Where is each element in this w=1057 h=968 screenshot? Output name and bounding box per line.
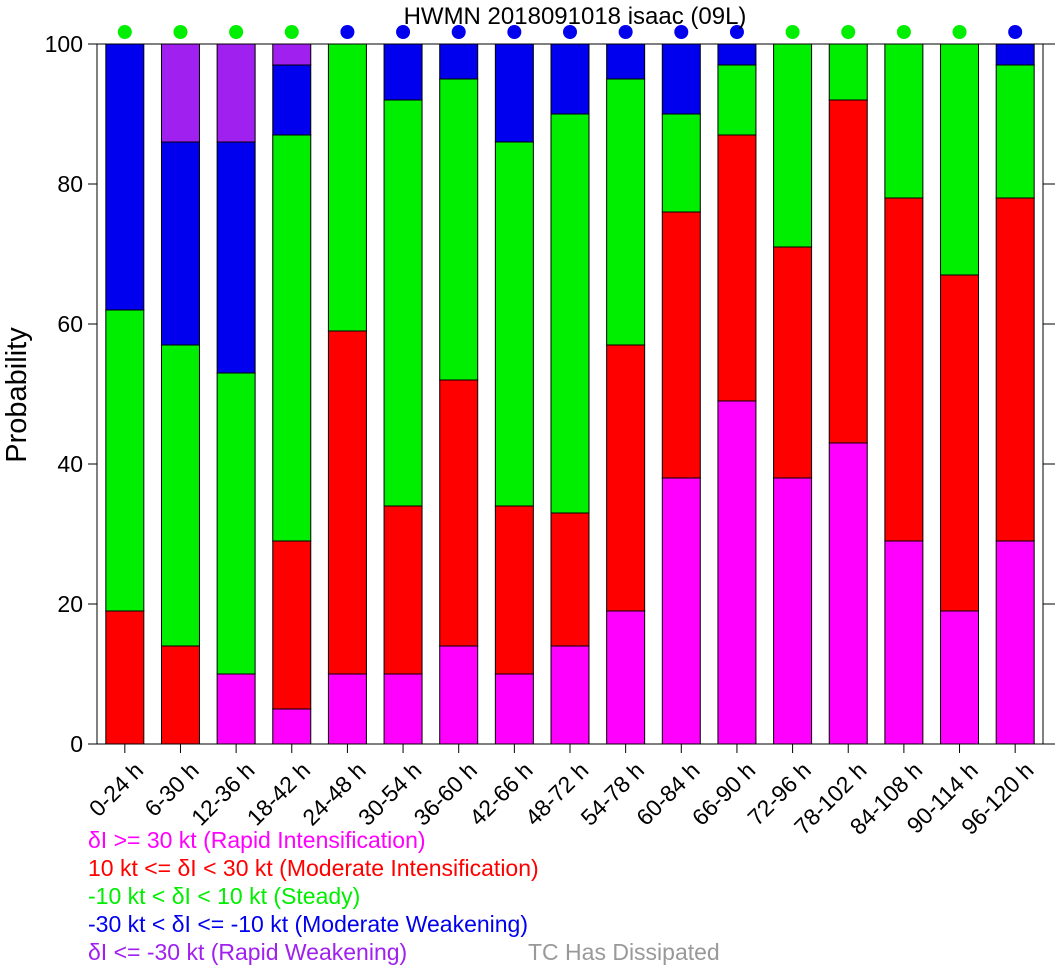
- bar-segment-12-36h-series-2: [216, 372, 256, 675]
- status-marker-66-90h: [729, 25, 744, 39]
- status-marker-18-42h: [284, 25, 299, 39]
- bar-segment-42-66h-series-3: [494, 43, 534, 143]
- y-tick-label: 40: [57, 451, 83, 477]
- bar-segment-36-60h-series-0: [439, 645, 479, 745]
- bars-layer: [105, 43, 1035, 745]
- bar-segment-90-114h-series-1: [940, 274, 980, 612]
- bar-segment-96-120h-series-1: [995, 197, 1035, 542]
- bar-segment-54-78h-series-2: [606, 78, 646, 346]
- bar-segment-48-72h-series-2: [550, 113, 590, 514]
- bar-segment-72-96h-series-2: [773, 43, 813, 248]
- bar-segment-84-108h-series-1: [884, 197, 924, 542]
- bar-segment-54-78h-series-1: [606, 344, 646, 612]
- legend-item-rapid-intensification: δI >= 30 kt (Rapid Intensification): [88, 827, 426, 853]
- bar-segment-90-114h-series-0: [940, 610, 980, 745]
- status-marker-6-30h: [173, 25, 188, 39]
- y-tick-label: 60: [57, 311, 83, 337]
- bar-segment-36-60h-series-1: [439, 379, 479, 647]
- bar-segment-66-90h-series-2: [717, 64, 757, 136]
- y-tick-label: 100: [45, 31, 83, 57]
- bar-segment-66-90h-series-1: [717, 134, 757, 402]
- bar-segment-12-36h-series-0: [216, 673, 256, 745]
- status-marker-24-48h: [340, 25, 355, 39]
- bar-segment-42-66h-series-0: [494, 673, 534, 745]
- bar-segment-96-120h-series-3: [995, 43, 1035, 66]
- bar-segment-66-90h-series-0: [717, 400, 757, 745]
- legend-item-dissipated: TC Has Dissipated: [528, 939, 720, 965]
- bar-segment-30-54h-series-1: [383, 505, 423, 675]
- bar-segment-12-36h-series-4: [216, 43, 256, 143]
- bar-segment-60-84h-series-0: [661, 477, 701, 745]
- bar-segment-48-72h-series-1: [550, 512, 590, 647]
- legend: δI >= 30 kt (Rapid Intensification) 10 k…: [88, 826, 539, 966]
- status-marker-30-54h: [396, 25, 411, 39]
- bar-segment-18-42h-series-1: [272, 540, 312, 710]
- bar-segment-30-54h-series-3: [383, 43, 423, 101]
- bar-segment-54-78h-series-3: [606, 43, 646, 80]
- bar-segment-84-108h-series-2: [884, 43, 924, 199]
- status-marker-48-72h: [563, 25, 577, 39]
- bar-segment-66-90h-series-3: [717, 43, 757, 66]
- status-marker-72-96h: [785, 25, 800, 39]
- bar-segment-18-42h-series-4: [272, 43, 312, 66]
- status-marker-12-36h: [229, 25, 244, 39]
- bar-segment-0-24h-series-1: [105, 610, 145, 745]
- status-marker-90-114h: [952, 25, 967, 39]
- bar-segment-18-42h-series-2: [272, 134, 312, 542]
- bar-segment-24-48h-series-1: [327, 330, 367, 675]
- bar-segment-48-72h-series-3: [550, 43, 590, 115]
- bar-segment-60-84h-series-1: [661, 211, 701, 479]
- x-tick-label: 0-24 h: [84, 757, 149, 822]
- bar-segment-42-66h-series-2: [494, 141, 534, 507]
- legend-item-moderate-intensification: 10 kt <= δI < 30 kt (Moderate Intensific…: [88, 855, 539, 881]
- bar-segment-18-42h-series-3: [272, 64, 312, 136]
- bar-segment-6-30h-series-2: [160, 344, 200, 647]
- bar-segment-78-102h-series-1: [828, 99, 868, 444]
- markers-layer: [117, 25, 1023, 39]
- status-marker-96-120h: [1008, 25, 1023, 39]
- y-tick-label: 20: [57, 591, 83, 617]
- legend-item-steady: -10 kt < δI < 10 kt (Steady): [88, 883, 361, 909]
- bar-segment-78-102h-series-2: [828, 43, 868, 101]
- bar-segment-72-96h-series-0: [773, 477, 813, 745]
- bar-segment-72-96h-series-1: [773, 246, 813, 479]
- bar-segment-6-30h-series-4: [160, 43, 200, 143]
- status-marker-0-24h: [117, 25, 132, 39]
- bar-segment-24-48h-series-0: [327, 673, 367, 745]
- bar-segment-6-30h-series-3: [160, 141, 200, 346]
- bar-segment-60-84h-series-3: [661, 43, 701, 115]
- y-tick-label: 0: [70, 731, 83, 757]
- status-marker-84-108h: [896, 25, 911, 39]
- legend-item-moderate-weakening: -30 kt < δI <= -10 kt (Moderate Weakenin…: [88, 911, 529, 937]
- legend-item-rapid-weakening: δI <= -30 kt (Rapid Weakening): [88, 939, 408, 965]
- bar-segment-36-60h-series-3: [439, 43, 479, 80]
- bar-segment-12-36h-series-3: [216, 141, 256, 374]
- bar-segment-18-42h-series-0: [272, 708, 312, 745]
- bar-segment-84-108h-series-0: [884, 540, 924, 745]
- bar-segment-48-72h-series-0: [550, 645, 590, 745]
- status-marker-60-84h: [674, 25, 689, 39]
- bar-segment-36-60h-series-2: [439, 78, 479, 381]
- bar-segment-96-120h-series-2: [995, 64, 1035, 199]
- bar-segment-24-48h-series-2: [327, 43, 367, 332]
- bar-segment-42-66h-series-1: [494, 505, 534, 675]
- bar-segment-0-24h-series-3: [105, 43, 145, 311]
- bar-segment-96-120h-series-0: [995, 540, 1035, 745]
- y-axis-label: Probability: [1, 327, 33, 463]
- bar-segment-30-54h-series-0: [383, 673, 423, 745]
- status-marker-42-66h: [507, 25, 522, 39]
- bar-segment-54-78h-series-0: [606, 610, 646, 745]
- status-marker-54-78h: [618, 25, 633, 39]
- status-marker-78-102h: [841, 25, 856, 39]
- y-tick-label: 80: [57, 171, 83, 197]
- status-marker-36-60h: [451, 25, 466, 39]
- bar-segment-60-84h-series-2: [661, 113, 701, 213]
- bar-segment-30-54h-series-2: [383, 99, 423, 507]
- bar-segment-6-30h-series-1: [160, 645, 200, 745]
- bar-segment-90-114h-series-2: [940, 43, 980, 276]
- bar-segment-0-24h-series-2: [105, 309, 145, 612]
- bar-segment-78-102h-series-0: [828, 442, 868, 745]
- chart-title: HWMN 2018091018 isaac (09L): [404, 3, 747, 30]
